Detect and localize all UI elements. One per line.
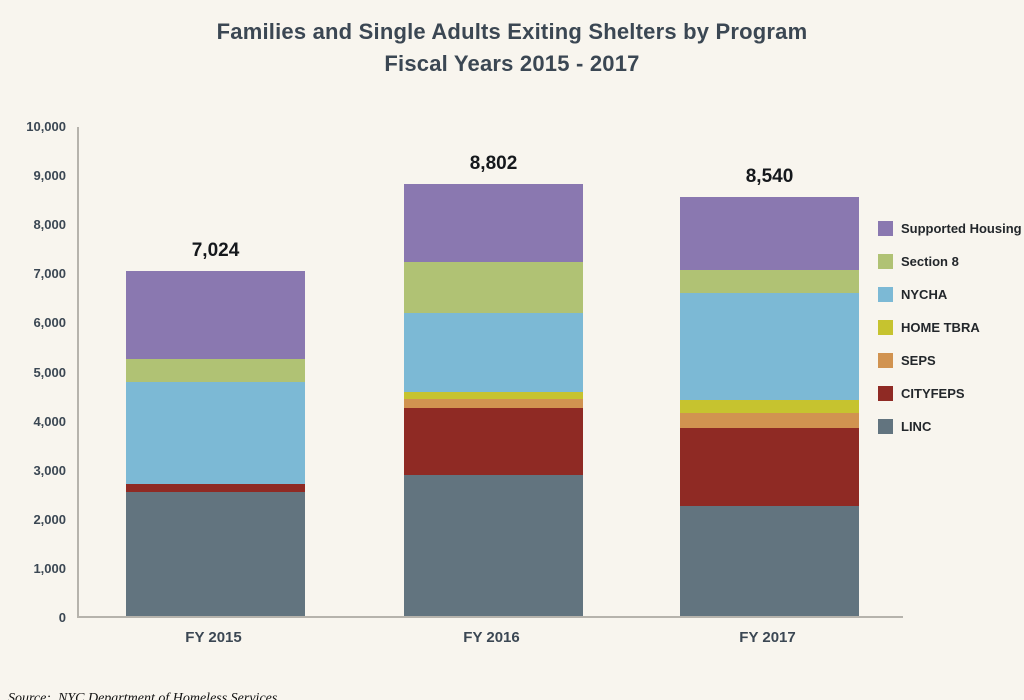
legend-swatch-nycha [878,287,893,302]
legend-swatch-linc [878,419,893,434]
segment-linc-fy-2016 [404,475,583,616]
segment-nycha-fy-2016 [404,313,583,393]
y-tick-label-3-000: 3,000 [33,462,66,478]
segment-supported-housing-fy-2015 [126,271,305,359]
segment-linc-fy-2017 [680,506,859,616]
bar-total-label-fy-2017: 8,540 [745,165,794,187]
y-tick-label-5-000: 5,000 [33,364,66,380]
bar-fy-2016: 8,802 [404,153,583,616]
legend-label-nycha: NYCHA [901,287,948,302]
segment-supported-housing-fy-2016 [404,183,583,263]
legend-label-section-8: Section 8 [901,254,959,269]
segment-nycha-fy-2015 [126,381,305,485]
bar-fy-2015: 7,024 [126,240,305,616]
y-axis: 0 1,000 2,000 3,000 4,000 5,000 6,000 7,000 8,00… [0,119,66,625]
y-tick-label-4-000: 4,000 [33,413,66,429]
legend-item-cityfeps: CITYFEPS [878,386,1022,401]
segment-section-8-fy-2017 [680,270,859,293]
legend-swatch-supported-housing [878,221,893,236]
segment-seps-fy-2016 [404,399,583,409]
legend-label-supported-housing: Supported Housing [901,221,1022,236]
segment-cityfeps-fy-2015 [126,484,305,493]
segment-home-tbra-fy-2016 [404,392,583,399]
segment-linc-fy-2015 [126,492,305,616]
segment-section-8-fy-2016 [404,262,583,314]
segment-cityfeps-fy-2017 [680,427,859,507]
segment-seps-fy-2017 [680,412,859,428]
y-tick-label-2-000: 2,000 [33,511,66,527]
bar-total-label-fy-2015: 7,024 [191,240,240,262]
y-tick-label-0: 0 [58,610,66,625]
legend-item-linc: LINC [878,419,1022,434]
legend-item-supported-housing: Supported Housing [878,221,1022,236]
segment-section-8-fy-2015 [126,358,305,382]
chart-title: Families and Single Adults Exiting Shelt… [216,19,808,44]
y-tick-label-9-000: 9,000 [33,168,66,184]
y-tick-label-10-000: 10,000 [26,119,66,134]
legend-swatch-cityfeps [878,386,893,401]
legend-swatch-home-tbra [878,320,893,335]
segment-home-tbra-fy-2017 [680,399,859,413]
y-tick-label-6-000: 6,000 [33,315,66,331]
segment-cityfeps-fy-2016 [404,408,583,476]
segment-supported-housing-fy-2017 [680,196,859,271]
bar-fy-2017: 8,540 [680,166,859,616]
footer: Source: NYC Department of Homeless Servi… [8,654,700,700]
legend-swatch-section-8 [878,254,893,269]
y-tick-label-8-000: 8,000 [33,217,66,233]
chart-subtitle: Fiscal Years 2015 - 2017 [384,51,640,76]
source-note: Source: NYC Department of Homeless Servi… [8,691,278,700]
legend-item-nycha: NYCHA [878,287,1022,302]
legend-label-seps: SEPS [901,353,936,368]
legend-item-seps: SEPS [878,353,1022,368]
legend-label-cityfeps: CITYFEPS [901,386,965,401]
y-tick-label-1-000: 1,000 [33,560,66,576]
legend-label-home-tbra: HOME TBRA [901,320,980,335]
y-tick-label-7-000: 7,000 [33,266,66,282]
bar-total-label-fy-2016: 8,802 [469,152,518,174]
legend: Supported Housing Section 8 NYCHA HOME TBRA… [878,221,1022,452]
legend-item-section-8: Section 8 [878,254,1022,269]
x-axis-label-fy-2015: FY 2015 [185,629,242,646]
x-axis: FY 2015 FY 2016 FY 2017 [77,629,903,651]
legend-label-linc: LINC [901,419,932,434]
legend-item-home-tbra: HOME TBRA [878,320,1022,335]
x-axis-label-fy-2016: FY 2016 [463,629,520,646]
legend-swatch-seps [878,353,893,368]
plot-area: 7,024 8,802 8,540 [77,127,903,618]
x-axis-label-fy-2017: FY 2017 [739,629,796,646]
segment-nycha-fy-2017 [680,292,859,400]
